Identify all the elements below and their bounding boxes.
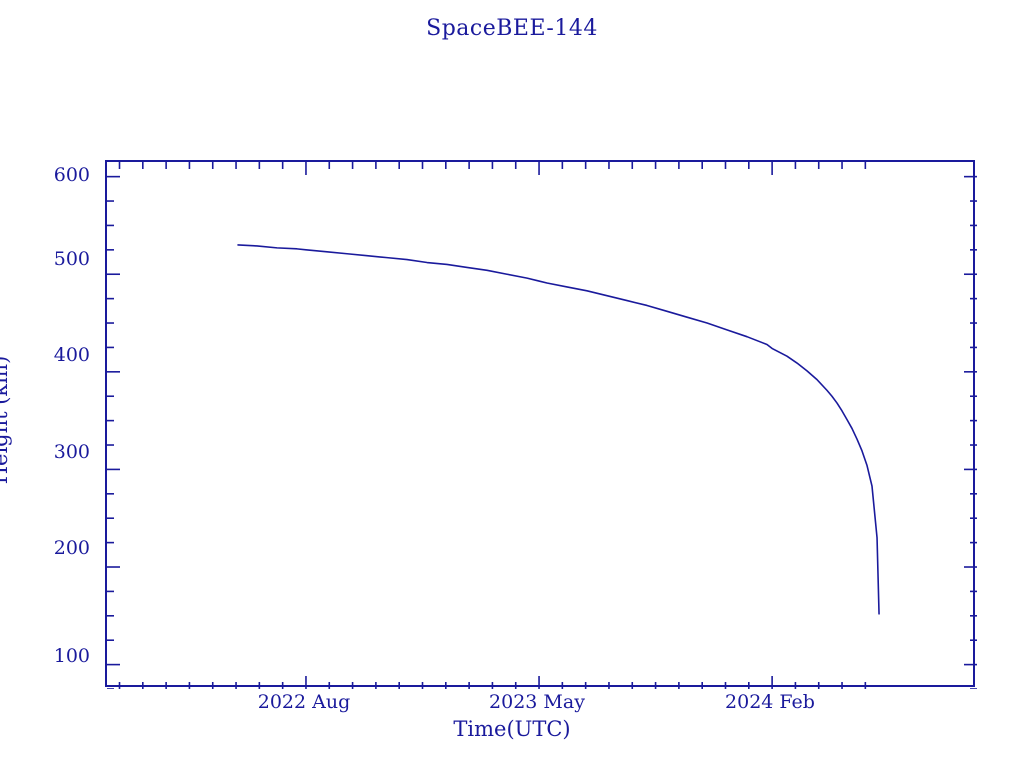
y-tick-label-400: 400 bbox=[53, 344, 90, 366]
y-axis-label: Height (km) bbox=[0, 355, 12, 485]
y-tick-label-300: 300 bbox=[53, 441, 90, 463]
y-tick-label-600: 600 bbox=[53, 164, 90, 186]
plot-svg bbox=[107, 162, 977, 689]
x-tick-label-2022-aug: 2022 Aug bbox=[257, 691, 351, 713]
axis-ticks bbox=[107, 162, 977, 689]
y-tick-label-100: 100 bbox=[53, 645, 90, 667]
x-tick-label-2023-may: 2023 May bbox=[489, 691, 585, 713]
x-tick-label-2024-feb: 2024 Feb bbox=[725, 691, 815, 713]
y-tick-label-500: 500 bbox=[53, 248, 90, 270]
x-axis-label: Time(UTC) bbox=[453, 717, 571, 741]
data-series-line bbox=[237, 244, 880, 615]
y-tick-label-200: 200 bbox=[53, 537, 90, 559]
plot-area bbox=[105, 160, 977, 689]
page-title: SpaceBEE-144 bbox=[426, 16, 598, 41]
